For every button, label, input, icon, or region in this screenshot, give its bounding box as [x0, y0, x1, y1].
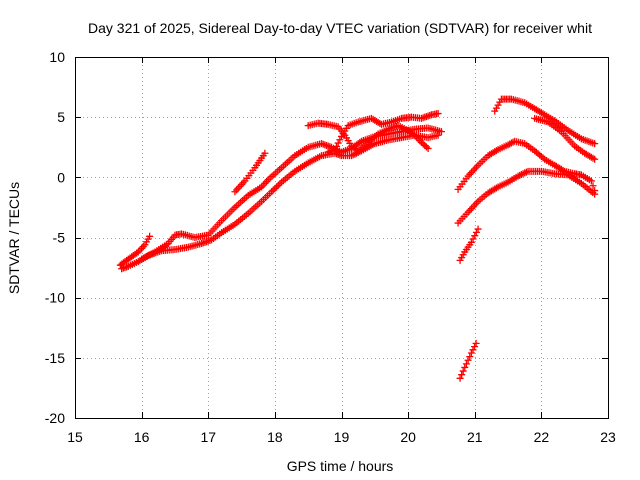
data-point: [539, 154, 547, 162]
data-point: [456, 374, 464, 382]
data-point: [268, 188, 276, 196]
data-point: [521, 169, 529, 177]
series-track-e: [304, 119, 432, 155]
data-point: [331, 146, 339, 154]
data-point: [133, 249, 141, 257]
y-tick-label: 5: [57, 109, 65, 125]
series-track-l: [456, 339, 480, 382]
data-point: [437, 128, 445, 136]
y-tick-label: -5: [53, 230, 66, 246]
data-point: [347, 152, 355, 160]
plot-frame: [75, 57, 609, 419]
data-point: [522, 168, 530, 176]
series-track-c: [138, 124, 445, 263]
x-tick-label: 22: [534, 429, 550, 445]
data-layer: [116, 95, 599, 382]
data-point: [469, 346, 477, 354]
data-point: [334, 139, 342, 147]
data-point: [519, 170, 527, 178]
data-point: [269, 186, 277, 194]
data-point: [461, 363, 469, 371]
series-track-d: [231, 149, 269, 196]
x-tick-label: 15: [67, 429, 83, 445]
data-point: [589, 182, 597, 190]
y-tick-label: -15: [45, 350, 65, 366]
data-point: [492, 184, 500, 192]
chart-title: Day 321 of 2025, Sidereal Day-to-day VTE…: [88, 20, 592, 36]
series-track-k: [456, 225, 482, 264]
data-point: [496, 98, 504, 106]
data-point: [466, 353, 474, 361]
data-point: [333, 142, 341, 150]
data-point: [434, 110, 442, 118]
data-point: [273, 183, 281, 191]
x-tick-label: 18: [267, 429, 283, 445]
data-point: [474, 225, 482, 233]
data-point: [469, 235, 477, 243]
series-track-f: [324, 110, 442, 156]
data-point: [492, 147, 500, 155]
y-tick-label: -10: [45, 290, 65, 306]
data-point: [421, 141, 429, 149]
data-point: [514, 172, 522, 180]
data-point: [276, 180, 284, 188]
y-tick-label: 0: [57, 169, 65, 185]
data-point: [336, 136, 344, 144]
y-tick-label: -20: [45, 410, 65, 426]
data-point: [467, 238, 475, 246]
data-point: [422, 143, 430, 151]
data-point: [587, 177, 595, 185]
data-point: [462, 360, 470, 368]
data-point: [417, 138, 425, 146]
data-point: [472, 228, 480, 236]
x-tick-label: 23: [600, 429, 616, 445]
data-point: [591, 190, 599, 198]
data-point: [591, 155, 599, 163]
data-point: [372, 131, 380, 139]
data-point: [471, 343, 479, 351]
data-point: [349, 151, 357, 159]
data-point: [491, 107, 499, 115]
series-track-h: [454, 167, 599, 227]
data-point: [261, 149, 269, 157]
series-track-j: [531, 114, 599, 163]
data-point: [146, 232, 154, 240]
data-point: [559, 166, 567, 174]
data-point: [472, 339, 480, 347]
data-point: [492, 104, 500, 112]
data-point: [467, 349, 475, 357]
data-point: [424, 144, 432, 152]
grid-layer: [75, 57, 608, 418]
data-point: [419, 140, 427, 148]
x-tick-label: 17: [200, 429, 216, 445]
y-axis-title: SDTVAR / TECUs: [6, 182, 22, 294]
data-point: [458, 371, 466, 379]
x-tick-label: 16: [134, 429, 150, 445]
data-point: [589, 154, 597, 162]
data-point: [539, 110, 547, 118]
x-tick-label: 20: [400, 429, 416, 445]
data-point: [274, 181, 282, 189]
series-track-b: [118, 131, 442, 273]
tick-layer: 15 16 17 18 19 20 21 22 23 -20 -15 -10 -5 0 5 10: [45, 49, 616, 445]
data-point: [271, 185, 279, 193]
x-axis-title: GPS time / hours: [287, 458, 394, 474]
data-point: [517, 171, 525, 179]
data-point: [494, 101, 502, 109]
series-track-i: [491, 95, 599, 148]
data-point: [409, 130, 417, 138]
data-point: [471, 232, 479, 240]
x-tick-label: 19: [334, 429, 350, 445]
data-point: [591, 140, 599, 148]
data-point: [459, 367, 467, 375]
x-tick-label: 21: [467, 429, 483, 445]
y-tick-label: 10: [49, 49, 65, 65]
data-point: [516, 171, 524, 179]
data-point: [464, 356, 472, 364]
data-point: [356, 138, 364, 146]
